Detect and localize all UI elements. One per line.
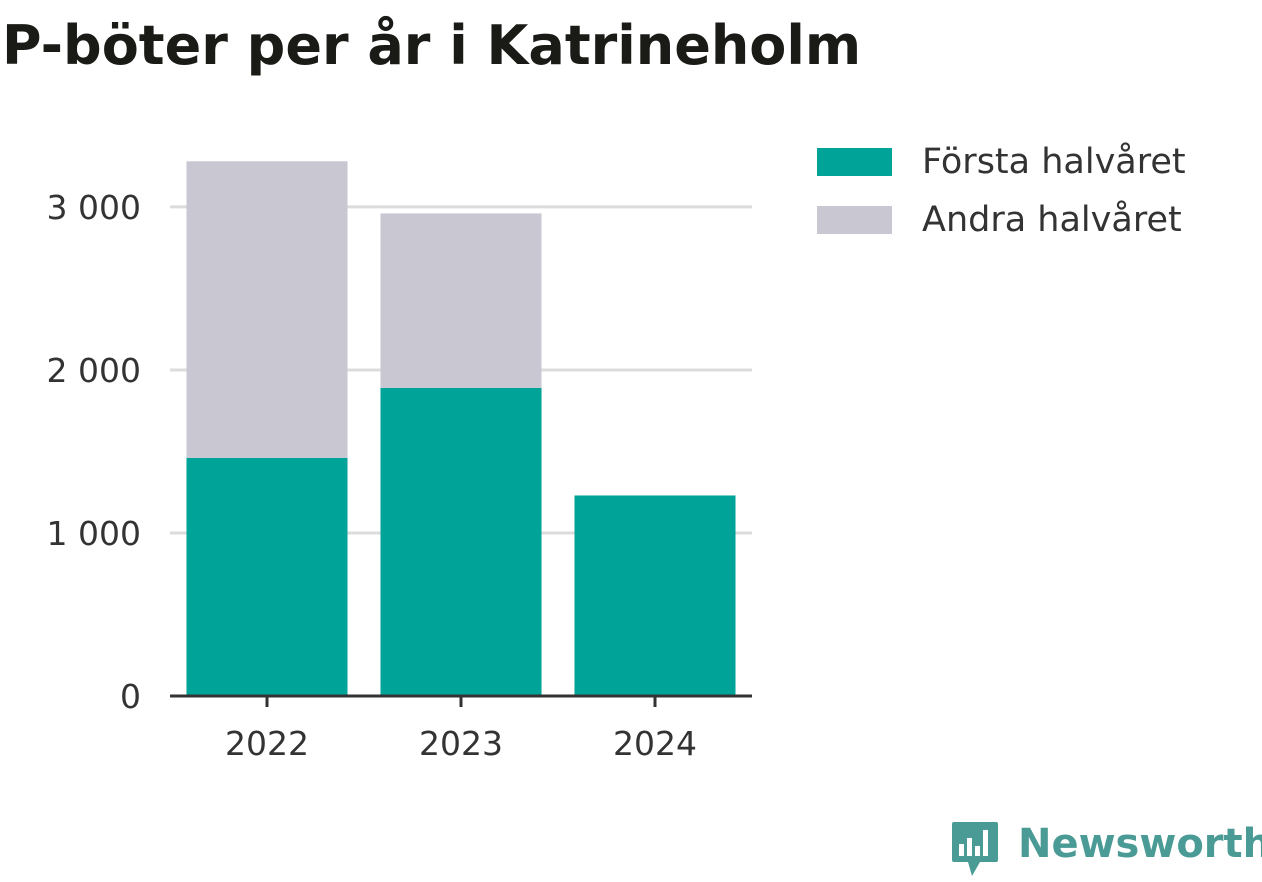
legend-label-first-half: Första halvåret (922, 142, 1186, 182)
bar-2023-series-0[interactable] (380, 387, 542, 696)
legend-swatch-second-half (817, 206, 892, 234)
bar-2024-series-0[interactable] (574, 495, 736, 696)
newsworthy-logo-icon (952, 822, 998, 876)
axes: 0 1 000 2 000 3 000 2022 2023 2024 (47, 188, 752, 763)
bar-2023-series-1[interactable] (380, 213, 542, 388)
chart-title: P-böter per år i Katrineholm (2, 14, 862, 77)
bars (186, 161, 736, 696)
x-tick-label: 2024 (613, 724, 697, 763)
legend-swatch-first-half (817, 148, 892, 176)
brand-name: Newsworthy (1018, 821, 1262, 867)
x-tick-label: 2023 (419, 724, 503, 763)
x-tick-label: 2022 (225, 724, 309, 763)
legend-label-second-half: Andra halvåret (922, 200, 1182, 240)
y-tick-label: 1 000 (47, 514, 141, 553)
y-tick-label: 3 000 (47, 188, 141, 227)
bar-2022-series-1[interactable] (186, 161, 348, 458)
y-tick-label: 0 (120, 677, 141, 716)
y-tick-label: 2 000 (47, 351, 141, 390)
bar-2022-series-0[interactable] (186, 457, 348, 696)
